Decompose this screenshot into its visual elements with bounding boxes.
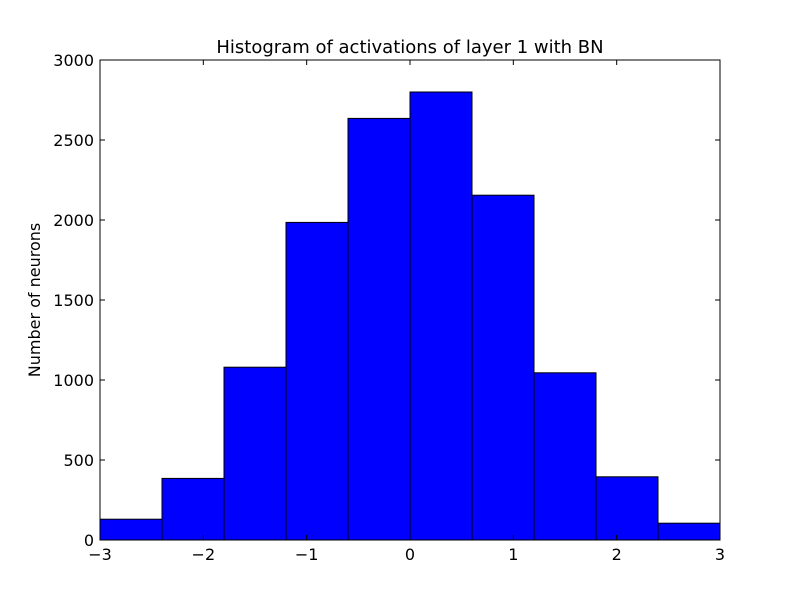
histogram-bar-7 <box>533 372 597 541</box>
y-tick-label-3: 1500 <box>53 291 94 310</box>
y-tick-label-0: 0 <box>84 531 94 550</box>
y-tick-label-2: 1000 <box>53 371 94 390</box>
x-tick-label-6: 3 <box>715 545 725 564</box>
histogram-bar-3 <box>285 221 349 541</box>
histogram-bar-1 <box>161 477 225 541</box>
y-tick-label-4: 2000 <box>53 211 94 230</box>
histogram-bar-0 <box>99 518 163 541</box>
histogram-bar-6 <box>471 194 535 541</box>
x-tick-label-0: −3 <box>88 545 112 564</box>
y-tick-label-6: 3000 <box>53 51 94 70</box>
histogram-bar-4 <box>347 117 411 541</box>
y-axis-label: Number of neurons <box>25 223 44 377</box>
histogram-bar-8 <box>595 476 659 541</box>
chart-title: Histogram of activations of layer 1 with… <box>216 37 603 58</box>
plot-frame <box>99 59 721 541</box>
x-tick-label-3: 0 <box>405 545 415 564</box>
x-tick-label-5: 2 <box>612 545 622 564</box>
ticks-group: −3 −2 −1 0 1 2 3 0 500 1000 1500 2000 2500 3000 <box>53 51 725 564</box>
bars-group <box>99 91 721 541</box>
x-tick-label-2: −1 <box>295 545 319 564</box>
x-tick-label-1: −2 <box>192 545 216 564</box>
histogram-bar-5 <box>409 91 473 541</box>
y-tick-label-5: 2500 <box>53 131 94 150</box>
x-tick-label-4: 1 <box>508 545 518 564</box>
histogram-bar-2 <box>223 366 287 541</box>
y-tick-label-1: 500 <box>63 451 94 470</box>
histogram-bar-9 <box>657 522 721 541</box>
